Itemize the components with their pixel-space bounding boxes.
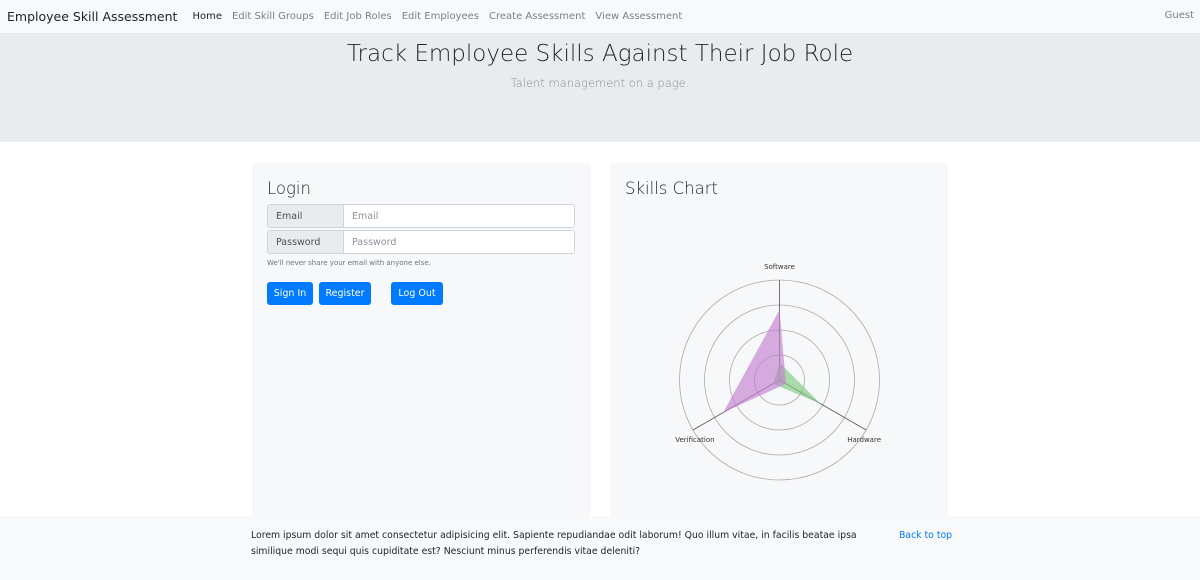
nav-edit-skill-groups[interactable]: Edit Skill Groups [231, 11, 314, 22]
register-button[interactable]: Register [319, 282, 371, 305]
navbar: Employee Skill Assessment Home Edit Skil… [0, 0, 1200, 33]
nav-edit-employees[interactable]: Edit Employees [401, 11, 480, 22]
password-label: Password [268, 231, 344, 253]
hero-banner: Track Employee Skills Against Their Job … [0, 33, 1200, 142]
nav-home[interactable]: Home [192, 11, 222, 22]
password-input-group: Password [267, 230, 575, 254]
email-help-text: We'll never share your email with anyone… [267, 259, 431, 267]
password-field[interactable] [344, 231, 574, 253]
sign-in-button[interactable]: Sign In [267, 282, 313, 305]
page-title: Track Employee Skills Against Their Job … [346, 41, 854, 67]
login-title: Login [267, 179, 311, 198]
footer: Lorem ipsum dolor sit amet consectetur a… [0, 516, 1200, 580]
skills-chart-card: Skills Chart Software Hardware Verificatio… [610, 163, 948, 516]
radar-label-verification: Verification [675, 436, 714, 444]
email-label: Email [268, 205, 344, 227]
nav-create-assessment[interactable]: Create Assessment [489, 11, 586, 22]
user-status[interactable]: Guest [1164, 10, 1194, 21]
skills-chart-title: Skills Chart [625, 179, 718, 198]
brand-link[interactable]: Employee Skill Assessment [7, 9, 178, 24]
email-field[interactable] [344, 205, 574, 227]
login-card: Login Email Password We'll never share y… [252, 163, 591, 516]
footer-text: Lorem ipsum dolor sit amet consectetur a… [251, 530, 857, 557]
radar-label-hardware: Hardware [847, 436, 881, 444]
log-out-button[interactable]: Log Out [391, 282, 443, 305]
back-to-top-link[interactable]: Back to top [899, 530, 953, 541]
radar-series-2-area [723, 310, 786, 413]
radar-label-software: Software [764, 263, 795, 271]
nav-view-assessment[interactable]: View Assessment [595, 11, 683, 22]
nav-edit-job-roles[interactable]: Edit Job Roles [323, 11, 392, 22]
skills-radar-chart: Software Hardware Verification [675, 263, 881, 481]
email-input-group: Email [267, 204, 575, 228]
page-subtitle: Talent management on a page. [510, 76, 690, 90]
